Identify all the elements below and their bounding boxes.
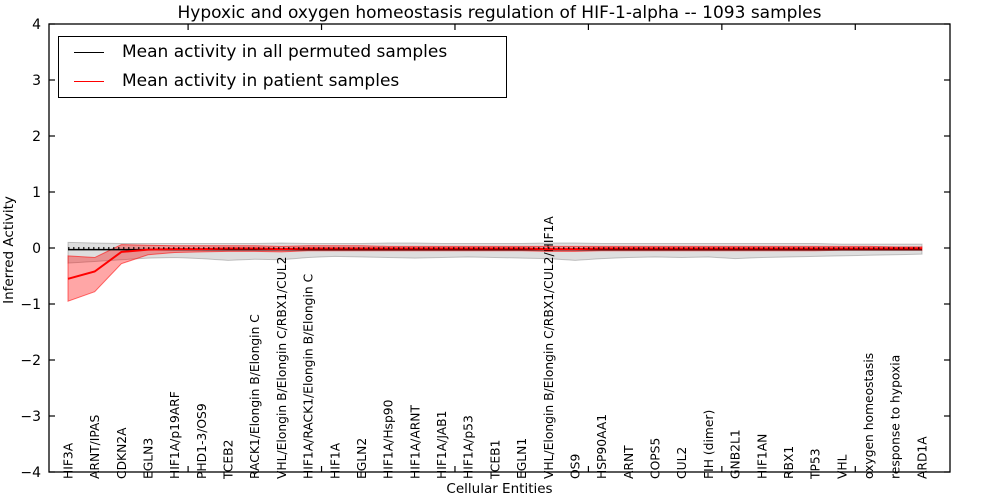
x-category-label: EGLN3 <box>141 438 155 479</box>
x-category-label: EGLN1 <box>515 438 529 479</box>
x-category-label: HIF1A/RACK1/Elongin B/Elongin C <box>302 274 316 479</box>
x-category-label: TP53 <box>809 448 823 480</box>
x-category-label: HIF1A <box>328 442 342 479</box>
x-category-label: HIF1A/JAB1 <box>435 411 449 479</box>
legend-label-patient: Mean activity in patient samples <box>122 71 400 91</box>
x-category-label: VHL/Elongin B/Elongin C/RBX1/CUL2 <box>275 257 289 479</box>
x-category-label: ARNT/IPAS <box>88 415 102 479</box>
x-category-label: PHD1-3/OS9 <box>195 403 209 479</box>
x-category-label: COPS5 <box>649 438 663 479</box>
y-tick-label: −2 <box>20 353 41 369</box>
x-category-label: EGLN2 <box>355 438 369 479</box>
x-category-label: TCEB1 <box>488 440 502 480</box>
x-category-label: VHL <box>835 454 849 479</box>
x-category-label: HIF1A/p19ARF <box>168 391 182 479</box>
legend-label-permuted: Mean activity in all permuted samples <box>122 42 448 62</box>
x-axis-label: Cellular Entities <box>446 481 553 497</box>
x-category-label: HIF3A <box>61 442 75 479</box>
y-axis-label: Inferred Activity <box>1 196 17 304</box>
x-category-label: TCEB2 <box>222 440 236 480</box>
y-tick-label: 3 <box>32 73 41 89</box>
x-category-label: RACK1/Elongin B/Elongin C <box>248 314 262 479</box>
x-category-label: CUL2 <box>675 447 689 479</box>
x-category-label: FIH (dimer) <box>702 410 716 479</box>
x-category-label: ARD1A <box>915 436 929 479</box>
x-category-label: RBX1 <box>782 446 796 479</box>
y-tick-label: −1 <box>20 297 41 313</box>
x-category-label: HIF1AN <box>755 434 769 479</box>
legend: Mean activity in all permuted samples Me… <box>58 36 507 98</box>
y-tick-label: −4 <box>20 465 41 481</box>
legend-item-permuted: Mean activity in all permuted samples <box>59 42 506 64</box>
x-category-label: HSP90AA1 <box>595 414 609 479</box>
y-tick-label: 2 <box>32 129 41 145</box>
legend-item-patient: Mean activity in patient samples <box>59 71 506 93</box>
x-category-label: ARNT <box>622 445 636 479</box>
x-category-label: OS9 <box>568 454 582 479</box>
x-category-label: GNB2L1 <box>729 429 743 479</box>
x-category-label: HIF1A/Hsp90 <box>382 400 396 479</box>
x-category-label: HIF1A/ARNT <box>408 405 422 479</box>
x-category-label: VHL/Elongin B/Elongin C/RBX1/CUL2/HIF1A <box>542 216 556 479</box>
x-category-label: response to hypoxia <box>889 355 903 479</box>
x-category-label: CDKN2A <box>115 427 129 479</box>
y-tick-label: 0 <box>32 241 41 257</box>
x-category-label: HIF1A/p53 <box>462 415 476 479</box>
permuted-line-sample <box>74 52 104 53</box>
x-category-label: oxygen homeostasis <box>862 353 876 479</box>
y-tick-label: 1 <box>32 185 41 201</box>
patient-mean-line <box>67 247 922 280</box>
patient-line-sample <box>74 81 104 82</box>
y-tick-label: 4 <box>32 17 41 33</box>
y-tick-label: −3 <box>20 409 41 425</box>
chart-title: Hypoxic and oxygen homeostasis regulatio… <box>177 3 822 23</box>
